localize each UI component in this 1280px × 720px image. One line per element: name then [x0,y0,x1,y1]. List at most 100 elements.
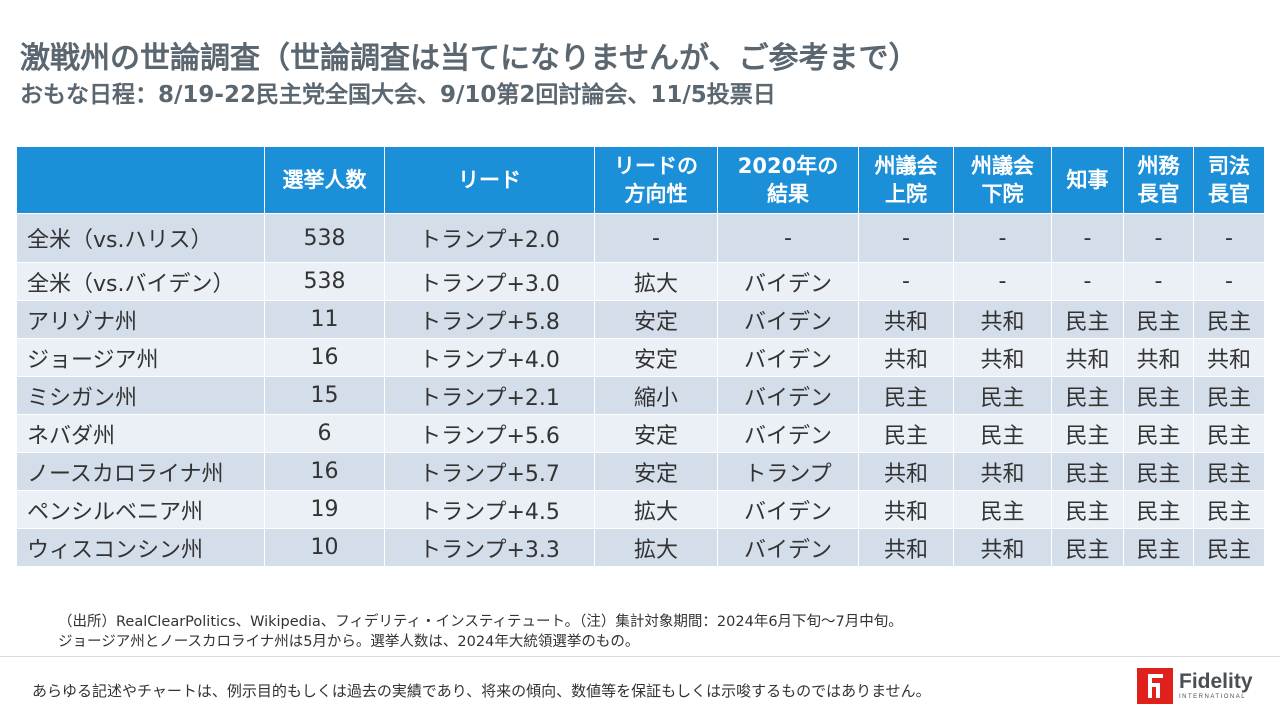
cell-electors: 10 [264,528,385,567]
cell-attorney: 民主 [1193,300,1265,339]
cell-lead: トランプ+5.8 [384,300,595,339]
cell-attorney: 民主 [1193,414,1265,453]
cell-attorney: 民主 [1193,376,1265,415]
cell-senate: 共和 [858,490,954,529]
cell-result2020: バイデン [717,338,859,377]
cell-direction: 安定 [594,338,718,377]
cell-governor: 共和 [1051,338,1124,377]
cell-attorney: - [1193,213,1265,263]
cell-result2020: トランプ [717,452,859,491]
column-header: 州議会 上院 [858,146,954,214]
table-row: 全米（vs.バイデン） 538 トランプ+3.0 拡大 バイデン - - - - - [16,262,1265,301]
cell-direction: 安定 [594,452,718,491]
cell-direction: - [594,213,718,263]
cell-attorney: 民主 [1193,452,1265,491]
cell-direction: 安定 [594,300,718,339]
cell-governor: 民主 [1051,376,1124,415]
cell-senate: - [858,262,954,301]
table-row: ネバダ州 6 トランプ+5.6 安定 バイデン 民主 民主 民主 民主 民主 [16,414,1265,453]
cell-house: 民主 [953,414,1052,453]
cell-electors: 6 [264,414,385,453]
cell-electors: 15 [264,376,385,415]
cell-secretary: 民主 [1123,452,1194,491]
cell-lead: トランプ+3.3 [384,528,595,567]
cell-lead: トランプ+2.0 [384,213,595,263]
cell-senate: 民主 [858,376,954,415]
cell-result2020: バイデン [717,262,859,301]
cell-attorney: - [1193,262,1265,301]
cell-governor: - [1051,262,1124,301]
footer-divider [0,656,1280,657]
cell-state: 全米（vs.バイデン） [16,262,265,301]
cell-result2020: バイデン [717,300,859,339]
cell-result2020: バイデン [717,376,859,415]
cell-state: ペンシルベニア州 [16,490,265,529]
cell-state: アリゾナ州 [16,300,265,339]
cell-senate: - [858,213,954,263]
cell-secretary: 民主 [1123,376,1194,415]
column-header: 2020年の 結果 [717,146,859,214]
cell-governor: 民主 [1051,414,1124,453]
cell-attorney: 民主 [1193,528,1265,567]
table-row: ウィスコンシン州 10 トランプ+3.3 拡大 バイデン 共和 共和 民主 民主 民主 [16,528,1265,567]
cell-lead: トランプ+4.5 [384,490,595,529]
column-header: リードの 方向性 [594,146,718,214]
cell-senate: 共和 [858,452,954,491]
cell-house: 共和 [953,338,1052,377]
logo-name: Fidelity [1179,670,1253,693]
cell-state: 全米（vs.ハリス） [16,213,265,263]
cell-governor: 民主 [1051,528,1124,567]
table-row: ジョージア州 16 トランプ+4.0 安定 バイデン 共和 共和 共和 共和 共和 [16,338,1265,377]
source-line-1: （出所）RealClearPolitics、Wikipedia、フィデリティ・イ… [58,614,903,630]
table-header-row: 選挙人数 リード リードの 方向性 2020年の 結果 州議会 上院 州議会 下院 知事 州務… [16,146,1265,214]
cell-governor: 民主 [1051,490,1124,529]
table-body: 全米（vs.ハリス） 538 トランプ+2.0- - - - - - - 全米（vs.バイデン） 5… [16,213,1265,567]
cell-secretary: 民主 [1123,300,1194,339]
fidelity-logo-icon [1137,668,1173,704]
cell-house: 共和 [953,300,1052,339]
cell-house: 共和 [953,452,1052,491]
fidelity-logo: Fidelity INTERNATIONAL [1137,668,1253,704]
page-title: 激戦州の世論調査（世論調査は当てになりませんが、ご参考まで） [20,41,919,76]
cell-state: ネバダ州 [16,414,265,453]
cell-state: ミシガン州 [16,376,265,415]
page-subtitle: おもな日程：8/19-22民主党全国大会、9/10第2回討論会、11/5投票日 [20,82,776,108]
cell-secretary: - [1123,213,1194,263]
cell-result2020: - [717,213,859,263]
cell-result2020: バイデン [717,528,859,567]
cell-secretary: 民主 [1123,528,1194,567]
cell-attorney: 共和 [1193,338,1265,377]
cell-senate: 共和 [858,300,954,339]
cell-senate: 共和 [858,528,954,567]
cell-state: ウィスコンシン州 [16,528,265,567]
cell-governor: - [1051,213,1124,263]
cell-house: - [953,213,1052,263]
cell-governor: 民主 [1051,452,1124,491]
cell-house: 民主 [953,376,1052,415]
cell-direction: 安定 [594,414,718,453]
cell-electors: 11 [264,300,385,339]
table-row: ミシガン州 15 トランプ+2.1 縮小 バイデン 民主 民主 民主 民主 民主 [16,376,1265,415]
cell-direction: 拡大 [594,490,718,529]
table-row: ノースカロライナ州 16 トランプ+5.7 安定 トランプ 共和 共和 民主 民主 民主 [16,452,1265,491]
cell-lead: トランプ+4.0 [384,338,595,377]
cell-secretary: 民主 [1123,490,1194,529]
disclaimer: あらゆる記述やチャートは、例示目的もしくは過去の実績であり、将来の傾向、数値等を… [32,682,931,700]
cell-result2020: バイデン [717,490,859,529]
cell-lead: トランプ+5.7 [384,452,595,491]
cell-senate: 共和 [858,338,954,377]
source-note: （出所）RealClearPolitics、Wikipedia、フィデリティ・イ… [58,612,903,652]
column-header: 選挙人数 [264,146,385,214]
column-header: 州務 長官 [1123,146,1194,214]
cell-house: 民主 [953,490,1052,529]
cell-state: ノースカロライナ州 [16,452,265,491]
cell-direction: 縮小 [594,376,718,415]
column-header: リード [384,146,595,214]
cell-governor: 民主 [1051,300,1124,339]
source-line-2: ジョージア州とノースカロライナ州は5月から。選挙人数は、2024年大統領選挙のも… [58,634,640,650]
cell-direction: 拡大 [594,262,718,301]
column-header: 司法 長官 [1193,146,1265,214]
cell-house: 共和 [953,528,1052,567]
cell-state: ジョージア州 [16,338,265,377]
cell-electors: 19 [264,490,385,529]
